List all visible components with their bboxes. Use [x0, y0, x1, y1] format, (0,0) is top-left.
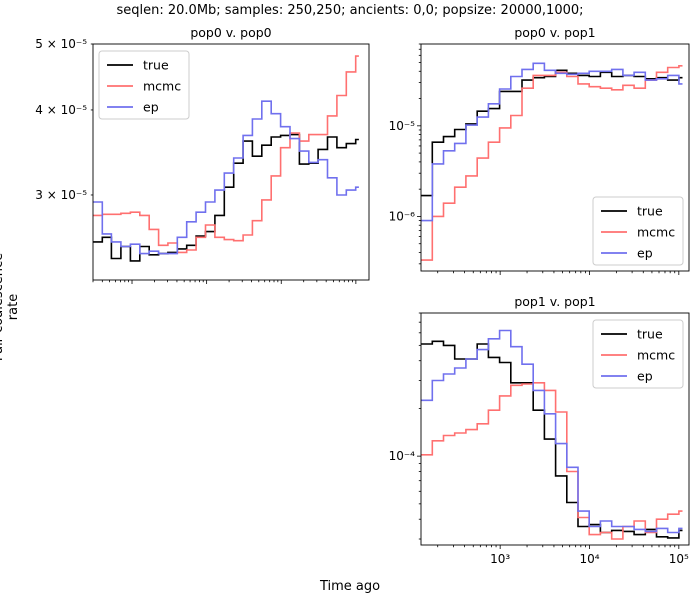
legend-label-mcmc: mcmc: [143, 79, 181, 94]
legend-label-true: true: [637, 327, 663, 342]
y-tick-label: 10⁻⁵: [389, 119, 416, 133]
series-line-true: [93, 133, 359, 262]
x-tick-label: 10³: [490, 552, 510, 566]
legend-label-mcmc: mcmc: [637, 348, 675, 363]
legend: true mcmc ep: [592, 319, 684, 389]
x-tick-label: 10⁴: [579, 552, 599, 566]
figure-title: seqlen: 20.0Mb; samples: 250,250; ancien…: [116, 3, 584, 18]
panel-title: pop0 v. pop0: [190, 25, 271, 40]
panel-title: pop1 v. pop1: [514, 294, 595, 309]
chart-panel-2: pop0 v. pop1 10⁻⁵ 10⁻⁶ true mcmc ep: [389, 25, 690, 275]
series-line-true: [421, 69, 683, 197]
panel-title: pop0 v. pop1: [514, 25, 595, 40]
legend-label-ep: ep: [637, 369, 653, 384]
axes-frame: [420, 43, 690, 272]
y-tick-label: 3 × 10⁻⁵: [35, 188, 87, 202]
x-tick-label: 10⁵: [669, 552, 689, 566]
legend: true mcmc ep: [98, 50, 190, 120]
axes-frame: [420, 312, 690, 546]
legend-box: [98, 50, 190, 120]
legend-label-true: true: [143, 58, 169, 73]
series-line-ep: [421, 329, 683, 534]
legend-box: [592, 196, 684, 266]
series-line-mcmc: [93, 55, 359, 254]
legend-box: [592, 319, 684, 389]
chart-panel-1: pop0 v. pop0 5 × 10⁻⁵ 4 × 10⁻⁵ 3 × 10⁻⁵ true…: [35, 25, 370, 284]
legend: true mcmc ep: [592, 196, 684, 266]
y-tick-label: 10⁻⁶: [389, 209, 416, 223]
axes-frame: [92, 43, 370, 281]
x-axis-label: Time ago: [319, 579, 381, 594]
series-line-ep: [93, 100, 359, 255]
legend-label-true: true: [637, 204, 663, 219]
series-line-mcmc: [421, 382, 683, 540]
y-tick-label: 5 × 10⁻⁵: [35, 37, 87, 51]
legend-label-ep: ep: [143, 100, 159, 115]
legend-label-ep: ep: [637, 246, 653, 261]
chart-panel-3: pop1 v. pop1 10³ 10⁴ 10⁵ 10⁻⁴ true mcmc ep: [389, 294, 690, 566]
y-tick-label: 10⁻⁴: [389, 449, 416, 463]
y-tick-label: 4 × 10⁻⁵: [35, 103, 87, 117]
series-line-ep: [421, 62, 683, 222]
legend-label-mcmc: mcmc: [637, 225, 675, 240]
